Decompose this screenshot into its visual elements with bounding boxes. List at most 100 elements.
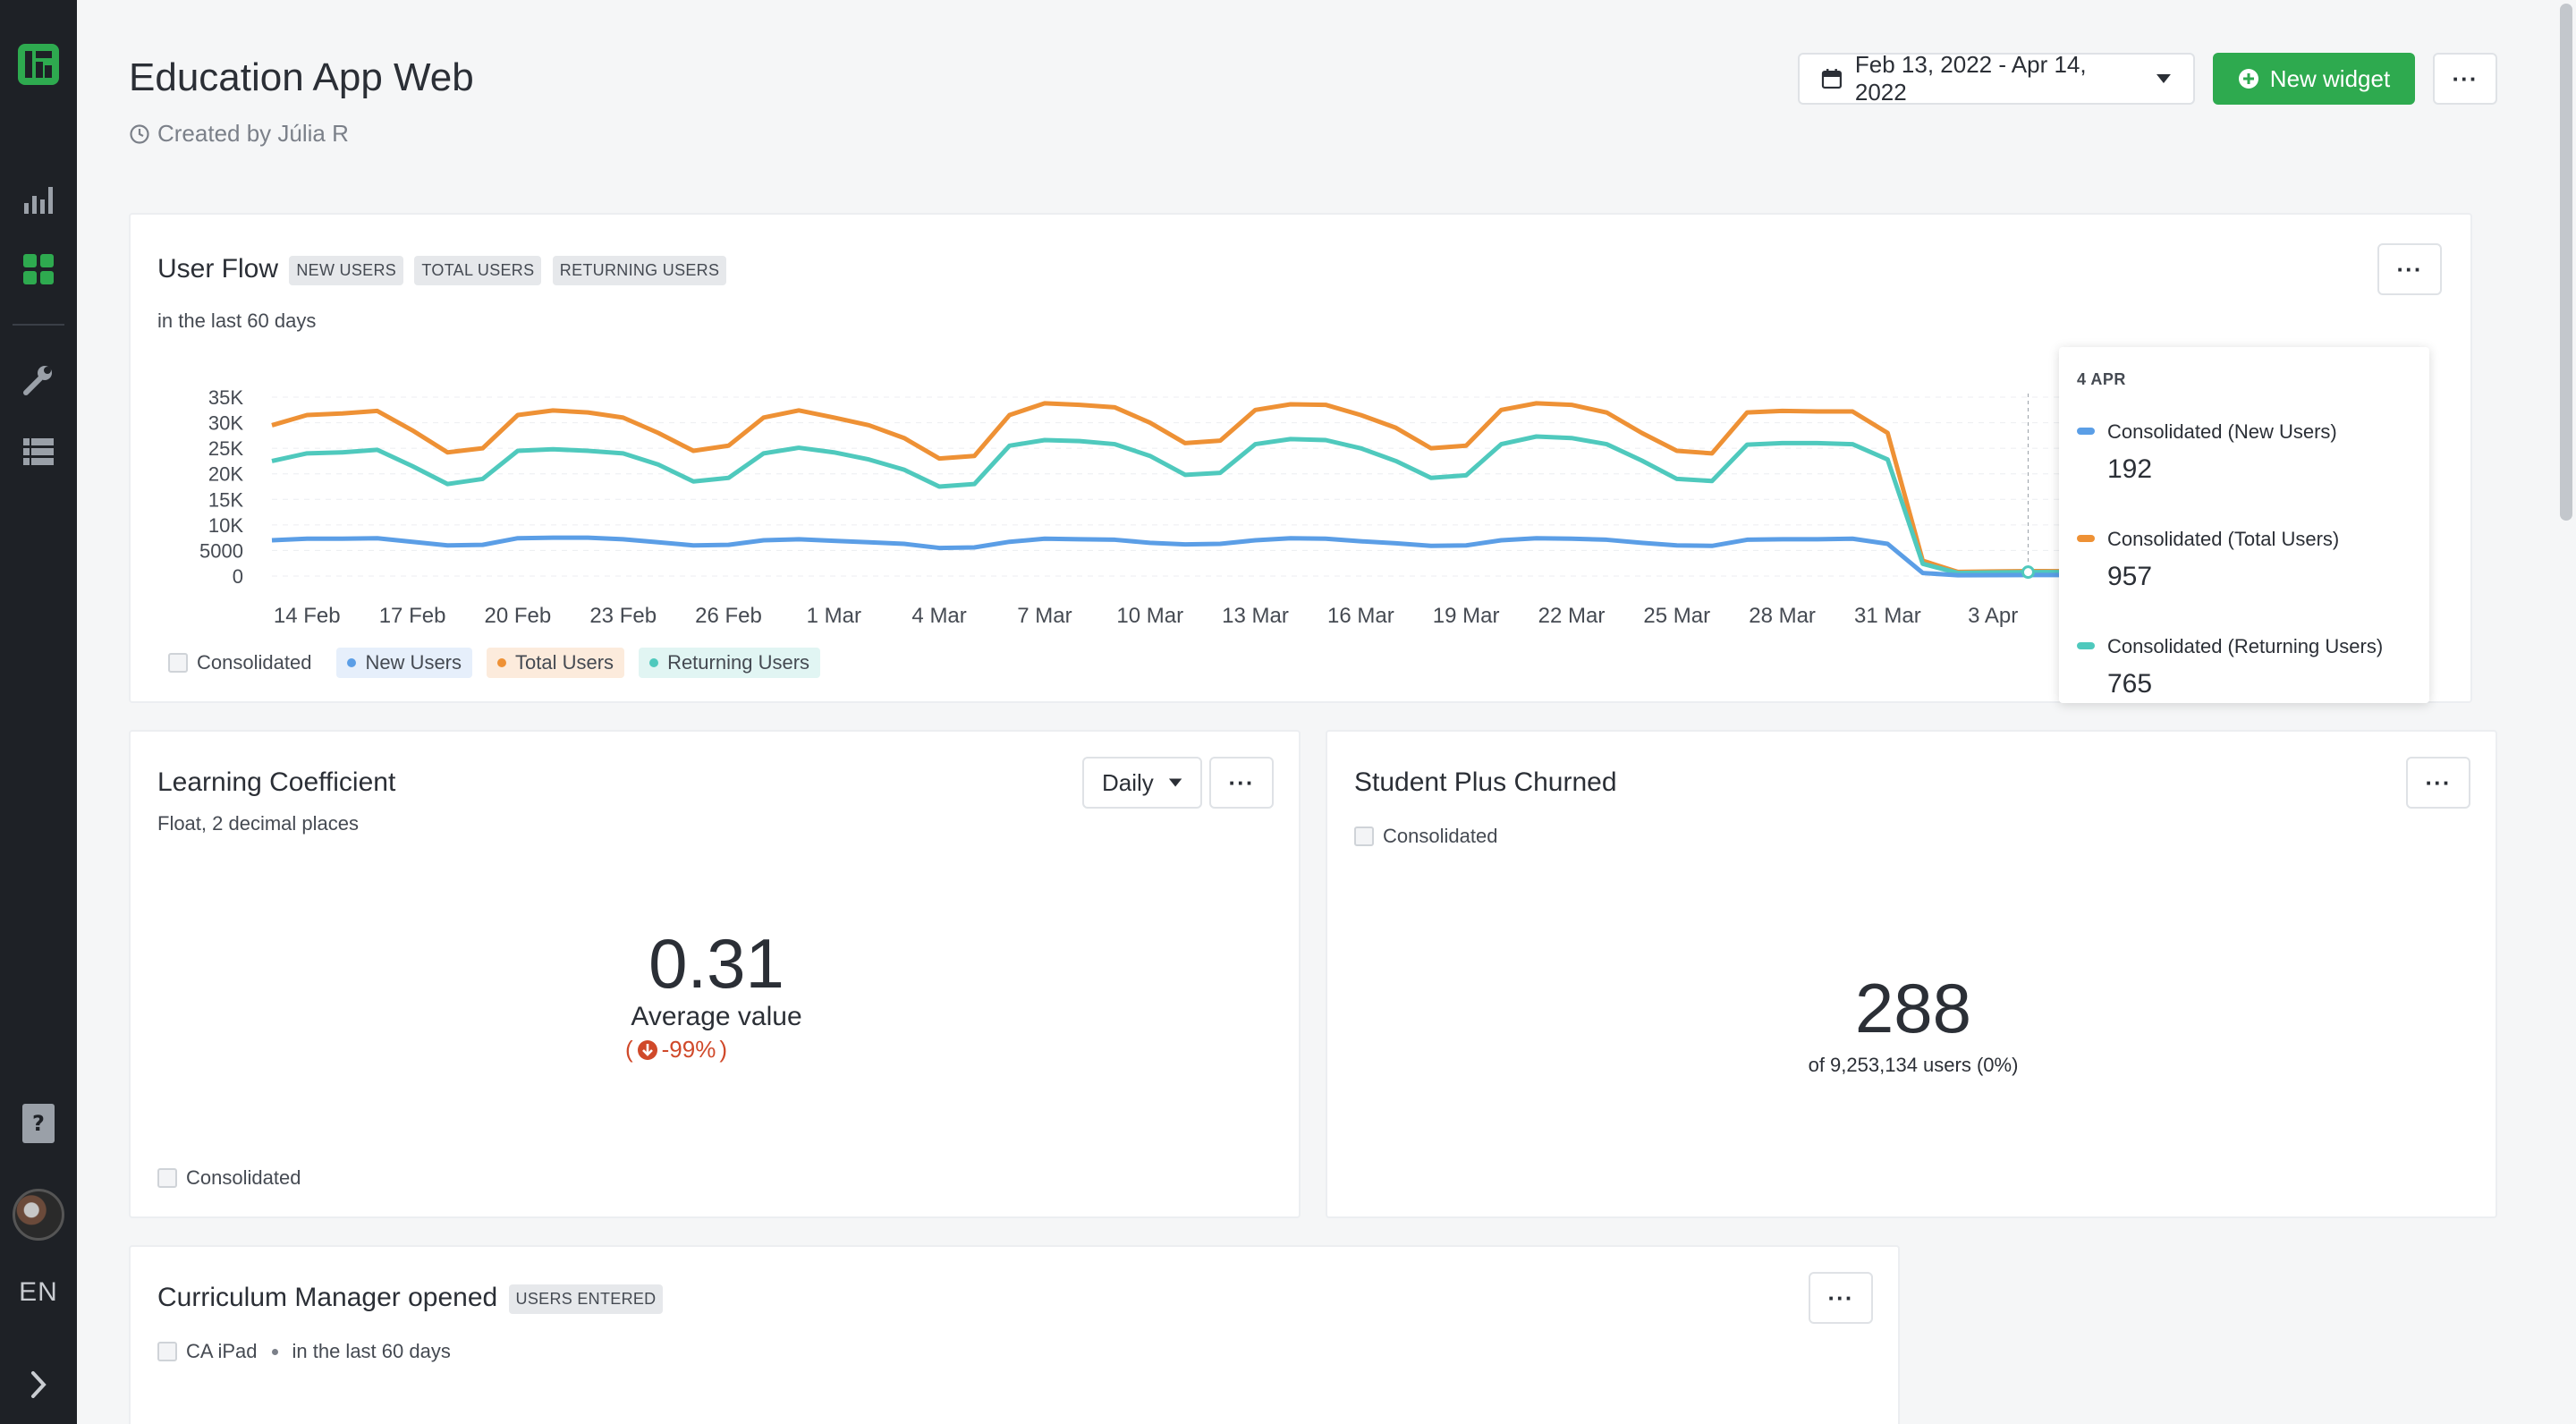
new-widget-label: New widget [2269, 64, 2391, 92]
checkbox[interactable] [1354, 826, 1374, 846]
dashboard-more-button[interactable]: ··· [2433, 53, 2497, 105]
legend-total-users-label: Total Users [515, 651, 614, 674]
tooltip-date: 4 APR [2077, 370, 2126, 388]
avatar-wrapper[interactable] [0, 1186, 77, 1243]
page-scrollbar-thumb[interactable] [2560, 4, 2572, 521]
x-tick-label: 17 Feb [379, 604, 446, 628]
new-widget-button[interactable]: New widget [2213, 53, 2415, 105]
x-tick-label: 25 Mar [1643, 604, 1710, 628]
tooltip-item-new-users: Consolidated (New Users) 192 [2077, 420, 2337, 485]
x-tick-label: 14 Feb [274, 604, 341, 628]
x-tick-label: 19 Mar [1433, 604, 1500, 628]
data-table-icon[interactable] [0, 429, 77, 474]
tag-users-entered: USERS ENTERED [508, 1284, 664, 1314]
legend-consolidated[interactable]: Consolidated [1354, 821, 1508, 852]
y-tick-label: 10K [208, 514, 243, 537]
curriculum-manager-card: Curriculum Manager opened USERS ENTERED … [129, 1245, 1900, 1424]
student-plus-churned-value: 288 [1854, 969, 1972, 1047]
y-tick-label: 30K [208, 412, 243, 435]
legend-platform[interactable]: CA iPad [157, 1336, 258, 1367]
legend-consolidated-label: Consolidated [197, 651, 312, 674]
y-tick-label: 5000 [199, 539, 243, 562]
calendar-icon [1821, 69, 1842, 89]
logo-icon[interactable] [0, 38, 77, 91]
learning-coefficient-change: ( -99% ) [131, 1036, 1222, 1064]
more-icon: ··· [1827, 1284, 1854, 1311]
tooltip-item-returning-users: Consolidated (Returning Users) 765 [2077, 635, 2383, 699]
student-plus-churned-card: Student Plus Churned Consolidated ··· 28… [1326, 730, 2497, 1218]
x-tick-label: 31 Mar [1854, 604, 1921, 628]
more-icon: ··· [2425, 768, 2452, 796]
bar-chart-icon[interactable] [0, 177, 77, 222]
clock-icon [130, 123, 149, 144]
x-tick-label: 20 Feb [485, 604, 552, 628]
learning-coefficient-title: Learning Coefficient [157, 767, 396, 797]
x-tick-label: 1 Mar [807, 604, 861, 628]
curriculum-manager-legend: CA iPad in the last 60 days [157, 1336, 451, 1367]
checkbox[interactable] [157, 1342, 177, 1361]
separator-dot [271, 1348, 278, 1355]
page-scrollbar[interactable] [2555, 0, 2576, 1424]
legend-consolidated-label: Consolidated [1383, 825, 1498, 847]
paren-open: ( [624, 1036, 633, 1063]
legend-total-users[interactable]: Total Users [487, 648, 625, 678]
tooltip-label: Consolidated (Returning Users) [2107, 635, 2384, 657]
y-tick-label: 25K [208, 437, 243, 460]
y-tick-label: 35K [208, 386, 243, 409]
chevron-right-icon[interactable] [0, 1360, 77, 1410]
legend-dot [497, 658, 507, 667]
help-icon[interactable]: ? [0, 1098, 77, 1149]
x-tick-label: 22 Mar [1538, 604, 1606, 628]
created-by: Created by Júlia R [129, 120, 349, 148]
period-select-value: Daily [1102, 768, 1154, 796]
avatar[interactable] [13, 1189, 64, 1241]
x-tick-label: 4 Mar [911, 604, 966, 628]
series-marker [2077, 642, 2095, 649]
svg-text:?: ? [32, 1111, 45, 1136]
curriculum-manager-period: in the last 60 days [292, 1340, 451, 1362]
legend-dot [347, 658, 357, 667]
change-value: -99% [661, 1036, 716, 1063]
arrow-down-circle-icon [637, 1039, 657, 1060]
date-range-label: Feb 13, 2022 - Apr 14, 2022 [1854, 51, 2087, 106]
series-line-new-users[interactable] [271, 535, 2098, 578]
dashboard-grid-icon[interactable] [0, 247, 77, 292]
language-label[interactable]: EN [19, 1277, 58, 1307]
y-tick-label: 15K [208, 488, 243, 511]
y-tick-label: 20K [208, 463, 243, 486]
legend-consolidated[interactable]: Consolidated [157, 1163, 311, 1193]
tag-returning-users: RETURNING USERS [552, 255, 727, 285]
user-flow-legend: Consolidated New Users Total Users Retur… [157, 648, 821, 678]
student-plus-churned-legend: Consolidated [1354, 821, 1508, 852]
more-icon: ··· [1228, 768, 1255, 796]
language-selector[interactable]: EN [0, 1270, 77, 1315]
paren-close: ) [719, 1036, 728, 1063]
student-plus-churned-more-button[interactable]: ··· [2406, 757, 2470, 809]
x-tick-label: 16 Mar [1327, 604, 1394, 628]
curriculum-manager-title: Curriculum Manager opened [157, 1283, 498, 1312]
user-flow-title-row: User Flow NEW USERS TOTAL USERS RETURNIN… [157, 254, 727, 285]
legend-new-users-label: New Users [365, 651, 462, 674]
wrench-icon[interactable] [0, 358, 77, 403]
tooltip-label: Consolidated (New Users) [2107, 420, 2337, 443]
legend-new-users[interactable]: New Users [336, 648, 473, 678]
curriculum-manager-more-button[interactable]: ··· [1809, 1272, 1873, 1324]
legend-consolidated-label: Consolidated [186, 1166, 301, 1189]
legend-consolidated[interactable]: Consolidated [157, 648, 322, 678]
student-plus-churned-title: Student Plus Churned [1354, 767, 1617, 797]
checkbox[interactable] [157, 1168, 177, 1188]
plus-circle-icon [2238, 69, 2258, 89]
caret-down-icon [1168, 778, 1182, 787]
series-line-returning-users[interactable] [271, 434, 2098, 576]
legend-returning-users[interactable]: Returning Users [639, 648, 821, 678]
learning-coefficient-subtitle: Float, 2 decimal places [157, 812, 359, 835]
series-line-total-users[interactable] [271, 401, 2098, 574]
date-range-picker[interactable]: Feb 13, 2022 - Apr 14, 2022 [1798, 51, 2195, 106]
series-marker [2077, 428, 2095, 435]
user-flow-more-button[interactable]: ··· [2377, 243, 2442, 295]
learning-coefficient-caption: Average value [631, 1002, 802, 1031]
checkbox[interactable] [168, 653, 188, 673]
period-select[interactable]: Daily [1082, 757, 1202, 809]
learning-coefficient-more-button[interactable]: ··· [1209, 757, 1274, 809]
